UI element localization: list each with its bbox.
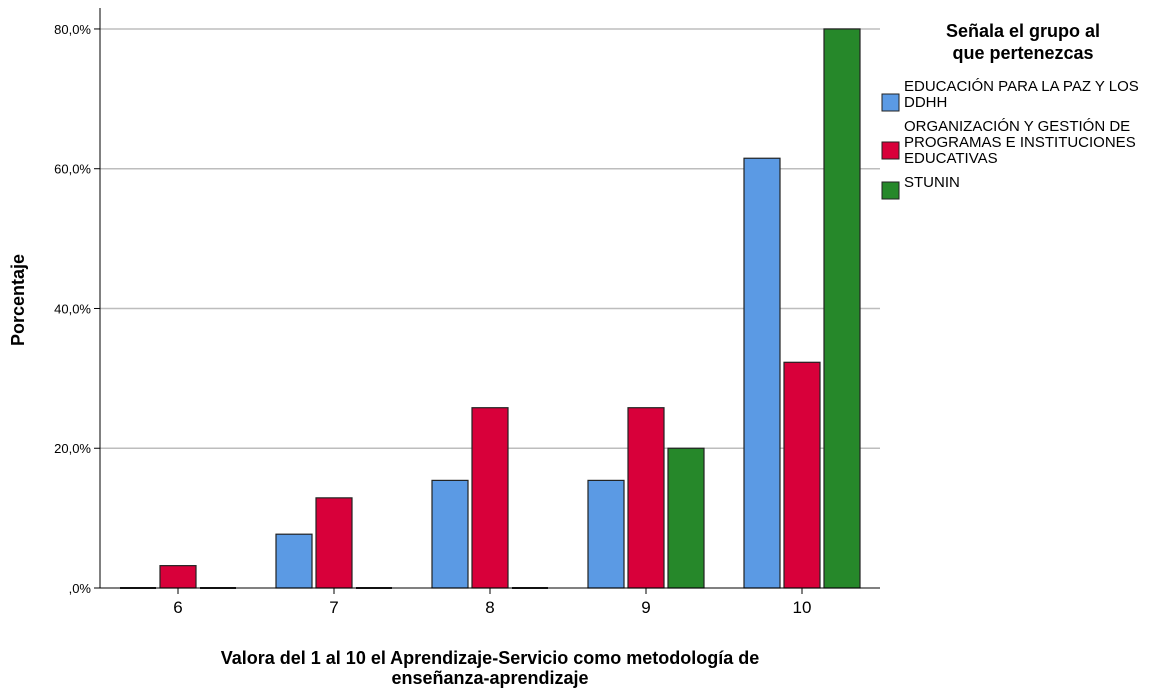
x-axis-title: Valora del 1 al 10 el Aprendizaje-Servic… — [221, 648, 760, 688]
legend-title: Señala el grupo al que pertenezcas — [946, 21, 1100, 63]
y-tick-label: 20,0% — [54, 441, 91, 456]
bar-9-series-3 — [667, 447, 705, 589]
bar-6-series-2 — [159, 565, 197, 589]
bar-9-series-2 — [627, 407, 665, 589]
bar-7-series-2 — [315, 497, 353, 589]
x-tick-label: 7 — [329, 598, 338, 617]
x-tick-label: 6 — [173, 598, 182, 617]
bar-10-series-2 — [783, 361, 821, 589]
legend-label-2: ORGANIZACIÓN Y GESTIÓN DE PROGRAMAS E INS… — [904, 118, 1136, 167]
x-tick-label: 9 — [641, 598, 650, 617]
y-tick-label: 60,0% — [54, 162, 91, 177]
y-tick-labels: ,0% 20,0% 40,0% 60,0% 80,0% — [54, 22, 91, 596]
legend-label-3: STUNIN — [904, 174, 960, 191]
y-tick-label: 80,0% — [54, 22, 91, 37]
legend: Señala el grupo al que pertenezcas EDUCAC… — [881, 21, 1139, 200]
bar-10-series-1 — [743, 157, 781, 589]
bar-8-series-2 — [471, 407, 509, 589]
y-axis-title: Porcentaje — [8, 254, 28, 346]
bar-8-series-1 — [431, 479, 469, 589]
bar-9-series-1 — [587, 479, 625, 589]
bar-10-series-3 — [823, 28, 861, 589]
y-tick-label: 40,0% — [54, 301, 91, 316]
bar-7-series-1 — [275, 533, 313, 589]
axes — [94, 8, 880, 594]
legend-swatch-3 — [881, 181, 900, 200]
legend-swatch-1 — [881, 93, 900, 112]
x-tick-labels: 6 7 8 9 10 — [173, 598, 811, 617]
y-tick-label: ,0% — [69, 581, 92, 596]
x-tick-label: 10 — [793, 598, 812, 617]
x-tick-label: 8 — [485, 598, 494, 617]
legend-swatch-2 — [881, 141, 900, 160]
legend-label-1: EDUCACIÓN PARA LA PAZ Y LOS DDHH — [904, 78, 1139, 111]
